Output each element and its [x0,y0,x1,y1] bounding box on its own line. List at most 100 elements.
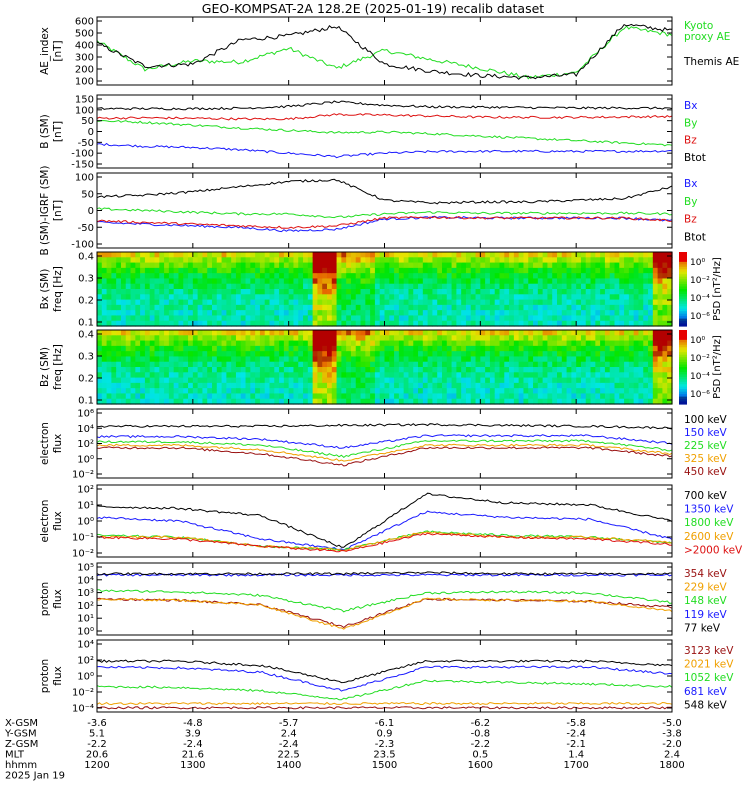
spectrogram-cell [312,377,319,384]
spectrogram-cell [303,273,309,280]
spectrogram-cell [408,315,414,322]
spectrogram-cell [120,372,127,379]
spectrogram-cell [101,252,108,258]
spectrogram-cell [264,393,271,400]
spectrogram-cell [298,367,304,373]
spectrogram-cell [164,262,170,269]
spectrogram-cell [288,283,295,290]
spectrogram-cell [465,330,472,336]
spectrogram-cell [144,299,151,306]
spectrogram-cell [552,304,558,311]
spectrogram-cell [494,330,501,336]
spectrogram-cell [547,382,553,389]
spectrogram-cell [144,340,151,347]
spectrogram-cell [178,257,184,264]
spectrogram-cell [485,304,491,311]
spectrogram-cell [384,310,390,317]
spectrogram-cell [355,377,362,384]
spectrogram-cell [106,377,112,384]
spectrogram-cell [317,345,323,352]
spectrogram-cell [609,273,616,280]
legend-label: 3123 keV [684,645,734,657]
spectrogram-cell [331,393,338,400]
spectrogram-cell [231,356,237,363]
spectrogram-cell [154,351,160,358]
spectrogram-cell [140,330,146,336]
spectrogram-cell [120,377,127,384]
spectrogram-cell [135,345,141,352]
spectrogram-cell [360,388,366,395]
spectrogram-cell [374,393,381,400]
spectrogram-cell [566,335,572,342]
spectrogram-cell [188,340,194,347]
spectrogram-cell [485,252,491,258]
spectrogram-cell [183,320,189,327]
spectrogram-cell [231,278,237,285]
spectrogram-cell [403,393,410,400]
spectrogram-cell [413,273,419,280]
spectrogram-cell [173,351,180,358]
spectrogram-cell [542,320,549,327]
spectrogram-cell [279,372,285,379]
spectrogram-cell [312,382,319,389]
spectrogram-cell [111,262,117,269]
spectrogram-cell [188,310,194,317]
spectrogram-cell [394,320,400,327]
spectrogram-cell [269,388,275,395]
spectrogram-cell [518,398,525,405]
spectrogram-cell [614,310,620,317]
spectrogram-cell [542,310,549,317]
spectrogram-cell [604,304,611,311]
spectrogram-cell [221,351,227,358]
spectrogram-cell [303,289,309,295]
spectrogram-cell [168,299,175,306]
spectrogram-cell [188,367,194,373]
spectrogram-cell [188,315,194,322]
spectrogram-cell [451,340,457,347]
spectrogram-cell [422,278,429,285]
spectrogram-cell [451,294,457,301]
spectrogram-cell [207,310,213,317]
spectrogram-cell [250,330,256,336]
y-axis-label: flux [52,666,64,685]
spectrogram-cell [283,330,290,336]
spectrogram-cell [149,289,156,295]
spectrogram-cell [619,356,625,363]
spectrogram-cell [226,299,232,306]
spectrogram-cell [638,252,644,258]
spectrogram-cell [667,361,673,368]
spectrogram-cell [422,345,429,352]
spectrogram-cell [264,304,271,311]
spectrogram-cell [585,257,592,264]
spectrogram-cell [667,278,673,285]
spectrogram-cell [149,351,156,358]
spectrogram-cell [504,315,510,322]
spectrogram-cell [379,257,386,264]
spectrogram-cell [188,345,194,352]
spectrogram-cell [580,304,587,311]
colorbar-cell [679,364,687,368]
spectrogram-cell [317,377,323,384]
spectrogram-cell [235,340,242,347]
spectrogram-cell [379,315,386,322]
spectrogram-cell [331,361,338,368]
spectrogram-cell [293,310,299,317]
spectrogram-cell [140,252,146,258]
spectrogram-cell [518,351,525,358]
spectrogram-cell [585,345,592,352]
spectrogram-cell [389,367,395,373]
spectrogram-cell [533,356,539,363]
spectrogram-cell [389,388,395,395]
spectrogram-cell [413,372,419,379]
spectrogram-cell [446,315,453,322]
spectrogram-cell [633,356,640,363]
spectrogram-cell [389,262,395,269]
spectrogram-cell [125,335,132,342]
legend-label: 229 keV [684,582,728,594]
spectrogram-cell [403,335,410,342]
spectrogram-cell [384,367,390,373]
y-tick-label: 10⁻² [72,688,94,699]
spectrogram-cell [475,299,481,306]
spectrogram-cell [422,388,429,395]
